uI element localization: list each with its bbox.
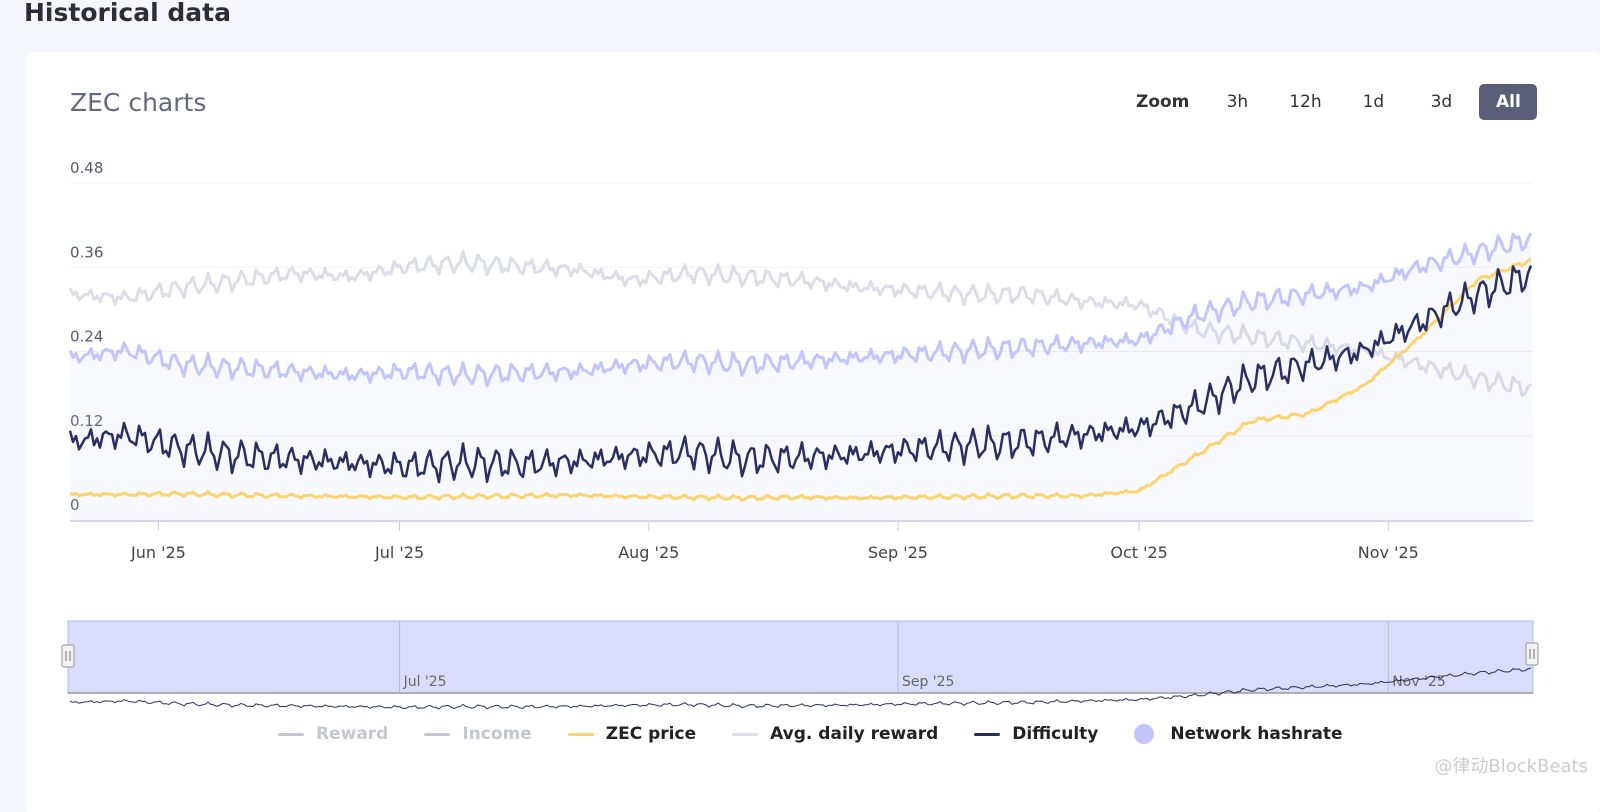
x-tick-label: Aug '25 [618,543,679,562]
y-tick-label: 0.48 [70,159,103,177]
navigator-tick-label: Nov '25 [1392,674,1445,690]
x-tick-label: Oct '25 [1110,543,1168,562]
legend-label: Difficulty [1012,724,1099,744]
x-tick-label: Sep '25 [868,543,928,562]
navigator-series [69,667,1532,710]
legend-symbol [974,732,1001,736]
zoom-12h-button[interactable]: 12h [1289,92,1322,112]
navigator-handle[interactable] [1525,642,1539,666]
legend-symbol [1134,724,1155,744]
legend-label: Income [462,724,532,744]
y-tick-label: 0.12 [70,412,103,430]
series-line-difficulty [68,265,1533,484]
x-tick-label: Jun '25 [130,543,186,562]
y-tick-label: 0.24 [70,328,103,346]
legend-label: Avg. daily reward [770,724,939,744]
watermark: @律动BlockBeats [1434,756,1588,777]
zoom-label: Zoom [1136,92,1190,112]
legend: Reward Income ZEC price Avg. daily reward Di… [278,724,1379,744]
legend-item-income[interactable]: Income [424,724,532,744]
legend-symbol [567,732,594,736]
legend-item-zec-price[interactable]: ZEC price [567,724,697,744]
y-tick-label: 0 [70,496,80,514]
navigator-handle[interactable] [61,644,75,668]
x-tick-label: Nov '25 [1358,543,1419,562]
legend-item-reward[interactable]: Reward [278,724,388,744]
legend-item-avg-daily-reward[interactable]: Avg. daily reward [732,724,938,744]
legend-symbol [278,732,304,736]
zoom-all-button[interactable]: All [1479,84,1538,120]
series-line-avg-daily-reward [68,250,1533,397]
legend-symbol [732,732,759,736]
legend-label: ZEC price [605,724,697,744]
zoom-3h-button[interactable]: 3h [1226,92,1249,112]
navigator-tick-label: Jul '25 [403,674,447,690]
hashrate-area [70,233,1533,522]
chart-title: ZEC charts [70,88,207,117]
navigator-tick-label: Sep '25 [902,674,955,690]
x-tick-label: Jul '25 [374,543,424,562]
legend-item-network-hashrate[interactable]: Network hashrate [1134,724,1343,744]
zoom-1d-button[interactable]: 1d [1362,92,1385,112]
y-tick-label: 0.36 [70,243,103,261]
legend-label: Reward [316,724,389,744]
legend-symbol [424,732,451,736]
zoom-controls: Zoom 3h 12h 1d 3d All [1136,84,1538,120]
legend-label: Network hashrate [1170,724,1343,744]
navigator-selection [67,620,1534,694]
series-line-zec-price [69,257,1532,502]
zoom-3d-button[interactable]: 3d [1430,92,1453,112]
series-line-network-hashrate [68,232,1533,388]
legend-item-difficulty[interactable]: Difficulty [974,724,1098,744]
page-title: Historical data [24,0,231,27]
